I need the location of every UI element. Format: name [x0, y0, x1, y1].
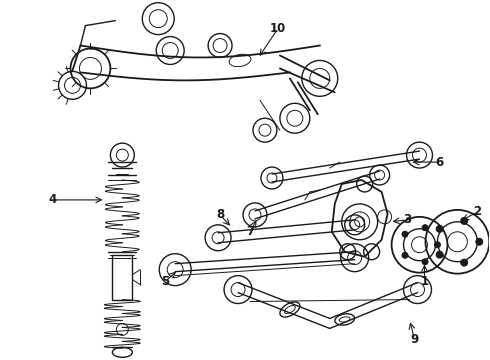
Circle shape — [402, 252, 408, 258]
Circle shape — [476, 238, 483, 245]
Text: 5: 5 — [161, 275, 170, 288]
Text: 7: 7 — [246, 225, 254, 238]
Circle shape — [435, 242, 441, 248]
Circle shape — [461, 259, 467, 266]
Text: 1: 1 — [420, 275, 429, 288]
Text: 4: 4 — [49, 193, 57, 206]
Circle shape — [402, 231, 408, 237]
Text: 10: 10 — [270, 22, 286, 35]
Circle shape — [436, 251, 443, 258]
Circle shape — [461, 217, 467, 224]
Bar — [112, 255, 132, 300]
Text: 2: 2 — [473, 205, 481, 219]
Text: 6: 6 — [435, 156, 443, 168]
Circle shape — [422, 259, 428, 265]
Circle shape — [436, 225, 443, 232]
Text: 3: 3 — [403, 213, 412, 226]
Text: 9: 9 — [411, 333, 418, 346]
Circle shape — [422, 225, 428, 231]
Text: 8: 8 — [216, 208, 224, 221]
